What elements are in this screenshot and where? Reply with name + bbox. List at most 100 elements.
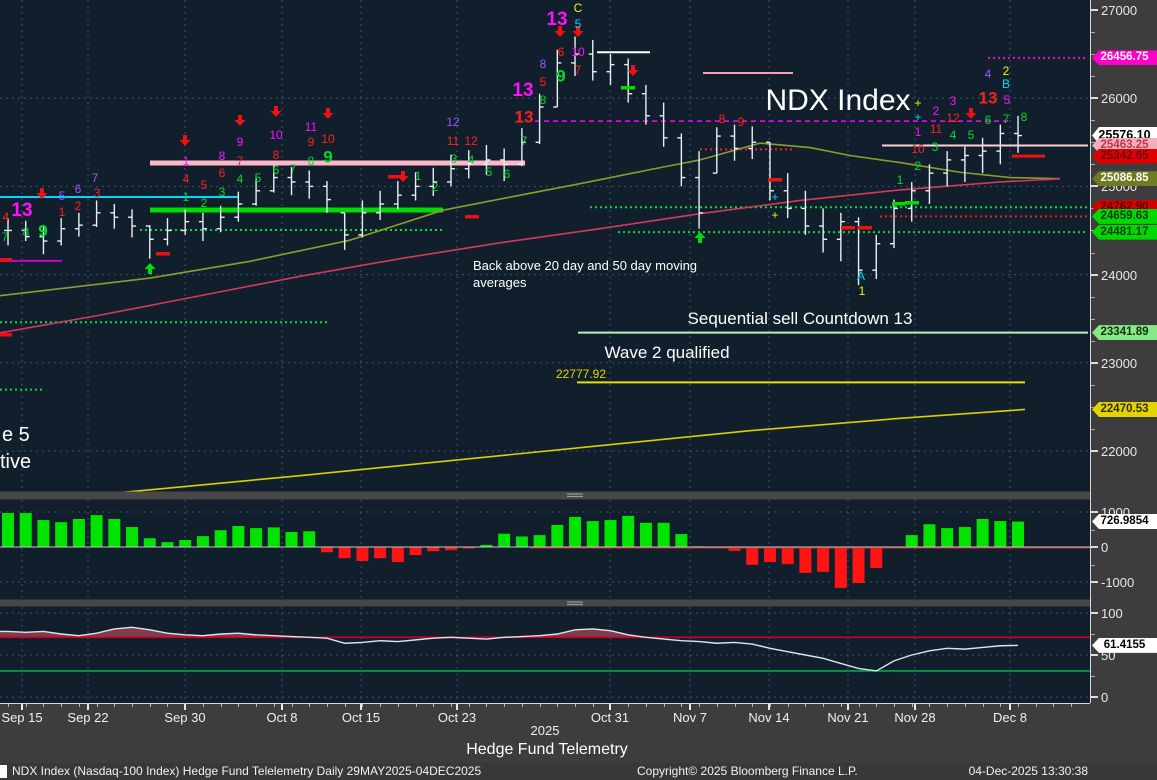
date-minor-tick bbox=[433, 704, 435, 707]
svg-text:13: 13 bbox=[11, 200, 32, 221]
axis-minor-tick bbox=[1091, 54, 1095, 56]
svg-text:13: 13 bbox=[512, 80, 533, 101]
axis-minor-tick bbox=[1091, 208, 1095, 210]
date-minor-tick bbox=[202, 704, 204, 707]
price-badge: 24481.17 bbox=[1092, 224, 1157, 240]
histogram-bar bbox=[356, 547, 369, 561]
date-minor-tick bbox=[504, 704, 506, 707]
svg-text:13: 13 bbox=[515, 107, 534, 126]
separator-drag-handle[interactable] bbox=[567, 601, 583, 606]
axis-tick-label: 24000 bbox=[1101, 267, 1138, 283]
histogram-bar bbox=[746, 547, 759, 565]
svg-text:5: 5 bbox=[486, 165, 493, 179]
date-tick-label: Oct 31 bbox=[590, 710, 630, 725]
date-tick bbox=[847, 704, 849, 710]
axis-minor-tick bbox=[1091, 120, 1095, 122]
svg-text:7: 7 bbox=[1003, 112, 1010, 126]
svg-text:6: 6 bbox=[558, 45, 565, 59]
svg-text:1: 1 bbox=[915, 125, 922, 139]
histogram-bar bbox=[143, 538, 156, 547]
histogram-bar bbox=[391, 547, 404, 563]
axis-minor-tick bbox=[1091, 142, 1095, 144]
svg-text:5: 5 bbox=[59, 189, 66, 203]
axis-tick bbox=[1091, 581, 1098, 583]
histogram-bar bbox=[72, 519, 85, 547]
date-minor-tick bbox=[344, 704, 346, 707]
histogram-bar bbox=[763, 547, 776, 563]
svg-text:1: 1 bbox=[183, 190, 190, 204]
svg-text:1: 1 bbox=[859, 284, 866, 298]
axis-minor-tick bbox=[1091, 252, 1095, 254]
axis-minor-tick bbox=[1091, 634, 1095, 635]
histogram-bar bbox=[179, 540, 192, 547]
svg-text:7: 7 bbox=[92, 171, 99, 185]
axis-minor-tick bbox=[1091, 676, 1095, 677]
status-bar: NDX Index (Nasdaq-100 Index) Hedge Fund … bbox=[0, 763, 1157, 780]
date-minor-tick bbox=[911, 704, 913, 707]
date-minor-tick bbox=[539, 704, 541, 707]
histogram-bar bbox=[427, 547, 440, 552]
date-minor-tick bbox=[326, 704, 328, 707]
svg-text:B: B bbox=[1002, 77, 1010, 91]
axis-tick-label: 23000 bbox=[1101, 355, 1138, 371]
date-minor-tick bbox=[699, 704, 701, 707]
svg-text:6: 6 bbox=[273, 163, 280, 177]
sell-arrow-icon bbox=[234, 115, 246, 126]
svg-text:8: 8 bbox=[219, 149, 226, 163]
date-tick-label: Sep 15 bbox=[1, 710, 43, 725]
buy-arrow-icon bbox=[694, 232, 706, 243]
svg-text:3: 3 bbox=[451, 152, 458, 166]
price-badge: 22470.53 bbox=[1092, 401, 1157, 417]
histogram-bar bbox=[462, 547, 475, 549]
sell-arrow-icon bbox=[397, 171, 409, 182]
axis-minor-tick bbox=[1091, 384, 1095, 386]
svg-text:5: 5 bbox=[201, 178, 208, 192]
svg-text:2: 2 bbox=[432, 180, 439, 194]
oscillator-panel[interactable] bbox=[0, 626, 1090, 672]
svg-text:1: 1 bbox=[415, 169, 422, 183]
date-minor-tick bbox=[415, 704, 417, 707]
svg-text:1: 1 bbox=[897, 173, 904, 187]
histogram-bar bbox=[639, 522, 652, 547]
svg-text:9: 9 bbox=[556, 66, 565, 85]
axis-minor-tick bbox=[1091, 406, 1095, 408]
axis-minor-tick bbox=[1091, 230, 1095, 232]
axis-minor-tick bbox=[1091, 318, 1095, 320]
date-minor-tick bbox=[964, 704, 966, 707]
oscillator-line bbox=[0, 626, 1019, 672]
date-minor-tick bbox=[291, 704, 293, 707]
chart-subtitle: Hedge Fund Telemetry bbox=[466, 741, 628, 758]
histogram-bar bbox=[905, 535, 918, 547]
sell-arrow-icon bbox=[179, 135, 191, 146]
histogram-bar bbox=[108, 519, 121, 547]
date-tick bbox=[609, 704, 611, 710]
date-tick-label: Oct 15 bbox=[341, 710, 381, 725]
histogram-bar bbox=[834, 547, 847, 588]
axis-tick-label: 22000 bbox=[1101, 443, 1138, 459]
histogram-bar bbox=[37, 520, 50, 547]
axis-minor-tick bbox=[1091, 529, 1095, 531]
axis-minor-tick bbox=[1091, 32, 1095, 34]
date-minor-tick bbox=[592, 704, 594, 707]
status-timestamp: 04-Dec-2025 13:30:38 bbox=[968, 764, 1088, 778]
date-minor-tick bbox=[1000, 704, 1002, 707]
histogram-bar bbox=[515, 536, 528, 547]
histogram-bar bbox=[267, 527, 280, 547]
date-minor-tick bbox=[929, 704, 931, 707]
svg-text:8: 8 bbox=[1021, 110, 1028, 124]
date-minor-tick bbox=[397, 704, 399, 707]
price-badge: 23341.89 bbox=[1092, 325, 1157, 341]
date-minor-tick bbox=[8, 704, 9, 707]
svg-text:7: 7 bbox=[575, 63, 582, 77]
svg-text:11: 11 bbox=[305, 120, 318, 134]
date-minor-tick bbox=[362, 704, 364, 707]
histogram-bar bbox=[2, 513, 14, 547]
histogram-panel[interactable] bbox=[0, 513, 1090, 588]
axis-tick-label: 26000 bbox=[1101, 91, 1138, 107]
separator-drag-handle[interactable] bbox=[567, 493, 583, 498]
svg-text:8: 8 bbox=[23, 225, 30, 239]
axis-tick bbox=[1091, 511, 1098, 513]
date-minor-tick bbox=[734, 704, 736, 707]
